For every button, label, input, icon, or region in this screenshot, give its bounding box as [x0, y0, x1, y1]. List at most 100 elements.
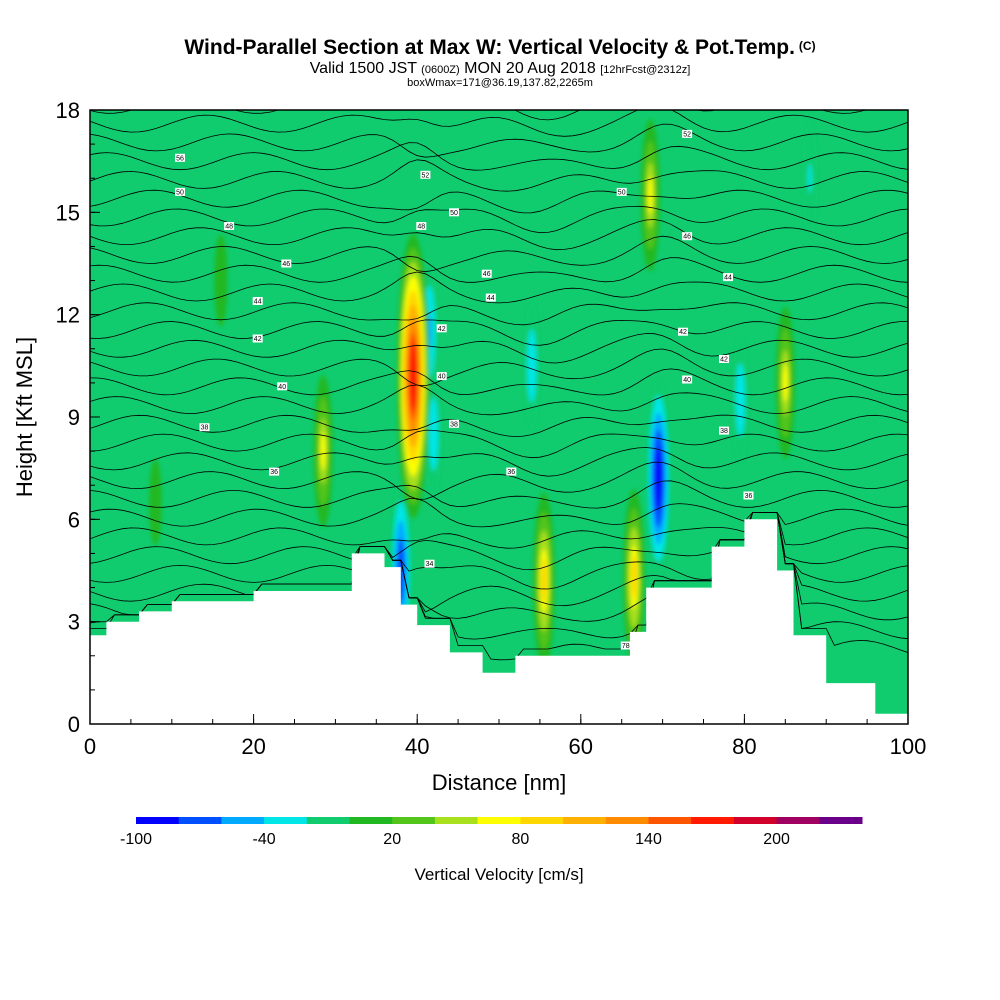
contour-label-text: 50: [450, 210, 458, 217]
velocity-core: [320, 432, 326, 471]
contour-label: 40: [436, 372, 447, 381]
contour-label: 36: [506, 467, 517, 476]
theta-contour-line: [90, 414, 908, 438]
contour-label-text: 42: [438, 326, 446, 333]
chart-subtitle: Valid 1500 JST (0600Z) MON 20 Aug 2018 […: [309, 60, 691, 77]
colorbar-swatch: [221, 817, 265, 824]
contour-label: 50: [449, 208, 459, 217]
contour-label: 42: [678, 327, 688, 336]
contour-label-text: 46: [282, 261, 290, 268]
theta-contour-line: [90, 368, 908, 396]
contour-label-text: 36: [270, 469, 278, 476]
colorbar-swatch: [776, 817, 820, 824]
theta-contour-line: [90, 142, 908, 171]
theta-contour-line: [90, 461, 908, 500]
y-tick-label: 15: [56, 200, 80, 225]
theta-contour-line: [90, 384, 908, 416]
colorbar-swatch: [520, 817, 564, 824]
contour-label: 46: [481, 269, 492, 278]
theta-contour-line: [90, 235, 908, 273]
colorbar-swatch: [392, 817, 436, 824]
theta-contour-line: [90, 255, 908, 283]
contour-label-text: 40: [278, 384, 286, 391]
contour-label: 40: [682, 375, 693, 384]
colorbar-tick-label: 20: [383, 831, 401, 848]
theta-contour-line: [90, 219, 908, 251]
contour-label: 36: [269, 467, 280, 476]
colorbar-swatch: [691, 817, 735, 824]
contour-label: 56: [175, 153, 185, 162]
contour-label: 42: [719, 355, 729, 364]
contour-label: 42: [252, 334, 263, 343]
velocity-core: [655, 453, 662, 504]
contour-label-text: 42: [720, 357, 728, 364]
colorbar: -100 -40 20 80 140 200 Vertical Velocity [cm/s…: [120, 817, 863, 884]
y-tick-label: 0: [68, 712, 80, 737]
theta-contour-line: [90, 498, 908, 528]
contour-label-text: 34: [426, 561, 434, 568]
contour-label-text: 44: [487, 295, 495, 302]
contour-label: 50: [616, 187, 627, 196]
y-axis-label: Height [Kft MSL]: [12, 337, 37, 497]
colorbar-swatch: [349, 817, 393, 824]
theta-contour-line: [90, 348, 908, 387]
x-tick-label: 80: [732, 734, 756, 759]
x-tick-label: 100: [890, 734, 927, 759]
contour-label-text: 38: [450, 421, 458, 428]
contour-label-text: 36: [507, 469, 515, 476]
contour-label-text: 48: [225, 224, 233, 231]
contour-label-text: 38: [720, 428, 728, 435]
contour-label-text: 42: [679, 329, 687, 336]
colorbar-swatch: [563, 817, 607, 824]
velocity-core: [153, 491, 158, 514]
theta-contour-line: [90, 480, 908, 509]
contour-label: 42: [436, 324, 447, 333]
velocity-core: [782, 363, 788, 402]
x-axis-label: Distance [nm]: [432, 770, 567, 795]
contour-label-text: 46: [483, 271, 491, 278]
x-tick-label: 20: [241, 734, 265, 759]
contour-label-text: 50: [176, 189, 184, 196]
contour-label: 46: [682, 232, 693, 241]
contour-label: 40: [277, 382, 288, 391]
contour-label-text: 56: [176, 155, 184, 162]
contour-label-text: 44: [724, 275, 732, 282]
y-tick-label: 12: [56, 303, 80, 328]
theta-contour-line: [90, 271, 908, 304]
contour-label: 36: [743, 491, 754, 500]
velocity-core: [631, 555, 637, 600]
theta-contour-line: [90, 302, 908, 326]
velocity-core: [647, 176, 653, 215]
velocity-core: [807, 163, 812, 193]
contour-label: 34: [424, 559, 435, 568]
title-mark: (C): [798, 39, 816, 53]
contour-label: 38: [719, 426, 729, 435]
colorbar-swatch: [477, 817, 521, 824]
colorbar-swatch: [434, 817, 479, 824]
colorbar-swatch: [306, 817, 350, 824]
colorbar-title: Vertical Velocity [cm/s]: [414, 865, 583, 884]
contour-label-text: 42: [254, 336, 262, 343]
x-tick-label: 0: [84, 734, 96, 759]
theta-contour-line: [90, 333, 908, 364]
contour-label: 44: [723, 273, 733, 282]
contour-label-text: 40: [683, 377, 691, 384]
velocity-core: [431, 418, 436, 451]
theta-contour-line: [90, 319, 908, 346]
contour-label: 78: [620, 641, 631, 650]
colorbar-swatch: [648, 817, 692, 824]
x-tick-label: 40: [405, 734, 429, 759]
velocity-core: [738, 383, 743, 416]
colorbar-swatch: [136, 817, 180, 824]
colorbar-swatch: [178, 817, 222, 824]
contour-label: 38: [449, 419, 459, 428]
contour-labels: 56 52 50 50 50 52 48 48 46 46 46 44 44 44 42 42 42 42 40 40…: [175, 129, 754, 650]
contour-label-text: 44: [254, 299, 262, 306]
theta-contour-line: [90, 205, 908, 234]
x-tick-label: 60: [569, 734, 593, 759]
contour-label: 46: [281, 259, 292, 268]
chart-title: Wind-Parallel Section at Max W: Vertical…: [184, 36, 816, 59]
colorbar-tick-label: -40: [253, 831, 276, 848]
velocity-core: [219, 269, 223, 293]
